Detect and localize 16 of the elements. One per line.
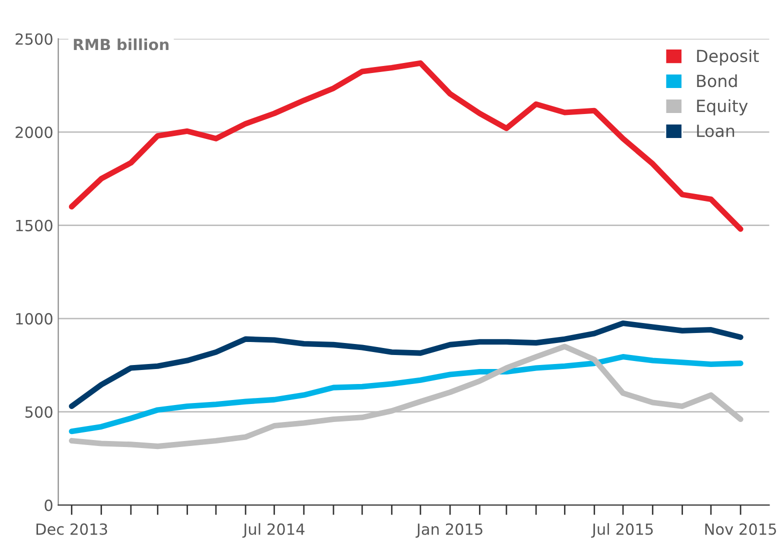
x-tick-label: Nov 2015	[705, 523, 776, 535]
y-tick-label: 2500	[16, 33, 52, 45]
x-tick-label: Dec 2013	[36, 523, 108, 535]
legend-label: Equity	[697, 99, 748, 116]
y-tick-label: 0	[44, 500, 52, 512]
legend-label: Deposit	[697, 49, 759, 66]
y-tick-label: 1000	[16, 313, 52, 325]
y-tick-label: 1500	[16, 220, 52, 232]
x-tick-label: Jan 2015	[416, 523, 482, 538]
x-tick-label: Jul 2015	[591, 523, 653, 538]
legend-label: Bond	[697, 74, 737, 88]
y-tick-label: 2000	[16, 126, 52, 138]
x-tick-label: Jul 2014	[242, 523, 304, 538]
legend-label: Loan	[697, 124, 734, 138]
y-axis-title: RMB billion	[74, 38, 168, 50]
y-tick-label: 500	[25, 406, 52, 418]
